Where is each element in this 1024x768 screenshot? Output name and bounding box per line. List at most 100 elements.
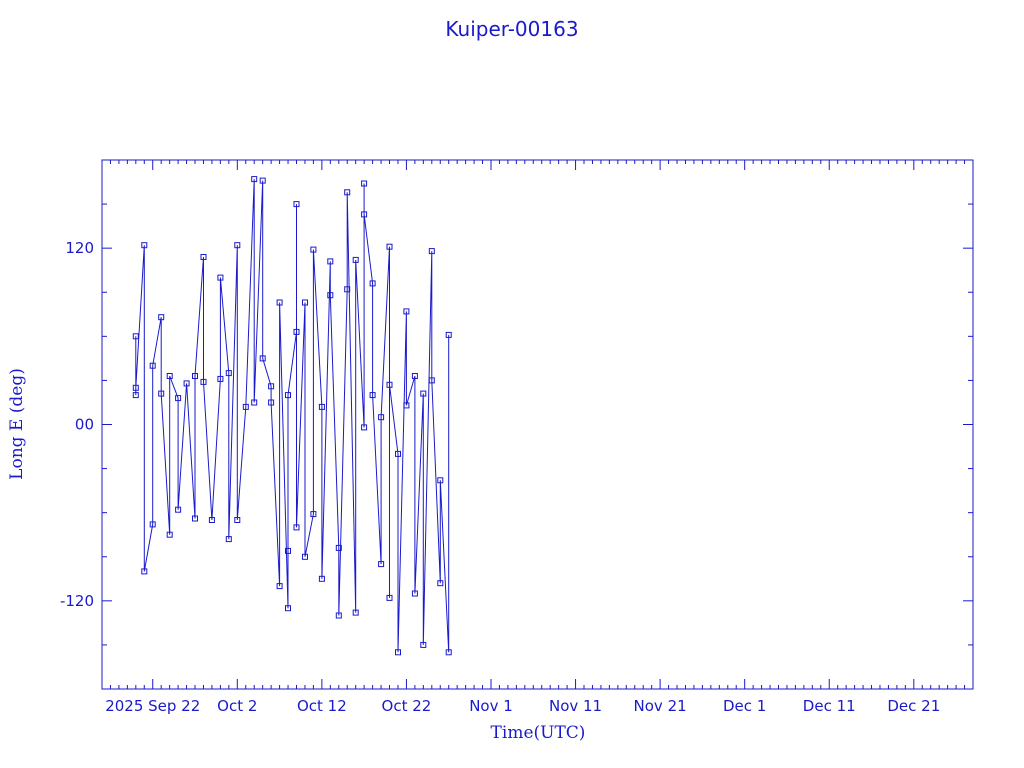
data-point xyxy=(268,399,275,406)
x-tick-label: Oct 12 xyxy=(297,697,347,715)
data-point xyxy=(217,274,224,281)
x-tick-label: Nov 21 xyxy=(634,697,687,715)
data-point xyxy=(335,612,342,619)
data-point xyxy=(141,568,148,575)
data-point xyxy=(403,402,410,409)
data-point xyxy=(175,506,182,513)
data-point xyxy=(302,299,308,306)
data-point xyxy=(158,390,165,397)
data-point xyxy=(352,609,359,616)
data-point xyxy=(310,511,317,518)
data-point xyxy=(166,531,173,538)
data-point xyxy=(149,362,156,369)
data-point xyxy=(242,403,249,410)
data-point xyxy=(344,286,351,293)
y-tick-label: 120 xyxy=(65,239,94,257)
data-point xyxy=(428,248,435,255)
data-point xyxy=(183,380,190,387)
series-line xyxy=(135,179,450,653)
data-point xyxy=(327,292,334,299)
data-point xyxy=(200,254,207,260)
data-point xyxy=(158,314,165,321)
data-point xyxy=(268,383,275,390)
data-point xyxy=(259,177,266,184)
data-point xyxy=(208,517,215,523)
data-point xyxy=(132,333,139,340)
series-layer xyxy=(132,176,452,656)
data-point xyxy=(141,242,148,249)
data-point xyxy=(310,246,317,253)
data-point xyxy=(327,258,334,265)
data-point xyxy=(403,308,410,315)
data-point xyxy=(285,547,291,554)
data-point xyxy=(369,280,376,287)
data-point xyxy=(344,189,351,196)
data-point xyxy=(411,590,418,597)
data-point xyxy=(318,403,325,410)
y-tick-label: 00 xyxy=(75,416,94,434)
data-point xyxy=(166,373,173,379)
data-point xyxy=(361,424,368,431)
data-point xyxy=(276,299,283,306)
data-point xyxy=(225,536,232,543)
x-tick-label: Oct 22 xyxy=(382,697,432,715)
data-point xyxy=(352,256,359,263)
data-point xyxy=(445,649,452,656)
plot-frame xyxy=(101,159,974,690)
x-tick-label: Dec 11 xyxy=(803,697,856,715)
data-point xyxy=(335,544,342,551)
y-tick-label: -120 xyxy=(60,592,94,610)
x-tick-label: 2025 Sep 22 xyxy=(105,697,200,715)
x-tick-label: Nov 11 xyxy=(549,697,602,715)
x-tick-label: Dec 21 xyxy=(887,697,940,715)
data-point xyxy=(318,575,325,582)
data-point xyxy=(369,392,376,399)
data-point xyxy=(428,377,435,384)
data-point xyxy=(192,373,198,379)
x-axis-label: Time(UTC) xyxy=(491,723,586,743)
data-point xyxy=(302,553,308,560)
data-point xyxy=(293,201,300,208)
data-point xyxy=(251,176,258,183)
data-point xyxy=(259,355,266,362)
data-point xyxy=(293,524,300,531)
data-point xyxy=(234,517,241,523)
data-point xyxy=(411,373,418,379)
data-point xyxy=(437,477,444,484)
data-point xyxy=(285,605,291,612)
data-point xyxy=(192,515,198,522)
data-point xyxy=(386,381,393,388)
data-point xyxy=(445,331,452,338)
data-point xyxy=(285,392,291,399)
x-tick-label: Dec 1 xyxy=(723,697,766,715)
data-point xyxy=(395,450,401,457)
data-point xyxy=(149,521,156,528)
data-point xyxy=(386,594,393,601)
data-point xyxy=(378,561,385,568)
data-point xyxy=(361,211,368,218)
data-point xyxy=(225,370,232,377)
y-axis-label: Long E (deg) xyxy=(7,368,27,480)
x-tick-label: Nov 1 xyxy=(469,697,513,715)
data-point xyxy=(361,180,368,187)
x-tick-label: Oct 2 xyxy=(217,697,257,715)
data-point xyxy=(251,399,258,406)
data-point xyxy=(217,375,224,382)
data-point xyxy=(276,583,283,590)
data-point xyxy=(200,378,207,385)
chart-title: Kuiper-00163 xyxy=(445,17,578,41)
data-point xyxy=(378,414,385,421)
data-point xyxy=(395,649,401,656)
data-point xyxy=(293,328,300,335)
data-point xyxy=(234,242,241,249)
data-point xyxy=(437,580,444,587)
y-ticks: 120 00 -120 xyxy=(60,159,973,690)
x-ticks: 2025 Sep 22 Oct 2 Oct 12 Oct 22 Nov 1 Nov 11 N… xyxy=(101,160,974,715)
data-point xyxy=(420,390,427,397)
data-point xyxy=(386,243,393,250)
data-point xyxy=(175,395,182,402)
data-point xyxy=(420,641,427,648)
data-point xyxy=(132,384,139,391)
data-point xyxy=(132,392,139,399)
